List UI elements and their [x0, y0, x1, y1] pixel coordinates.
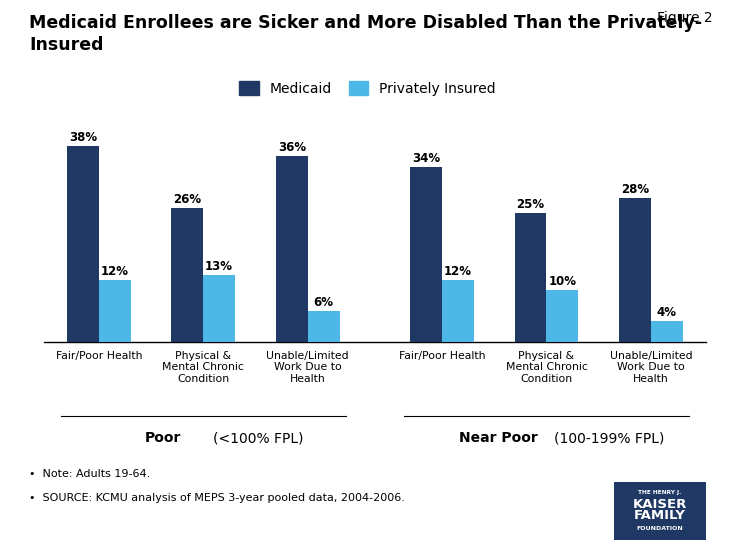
Text: KAISER: KAISER — [633, 498, 686, 511]
Text: 10%: 10% — [548, 275, 576, 288]
Text: Physical &
Mental Chronic
Condition: Physical & Mental Chronic Condition — [162, 351, 244, 384]
Text: Poor: Poor — [145, 431, 181, 445]
Text: THE HENRY J.: THE HENRY J. — [638, 490, 681, 495]
Text: Figure 2: Figure 2 — [657, 11, 713, 25]
Text: Unable/Limited
Work Due to
Health: Unable/Limited Work Due to Health — [609, 351, 692, 384]
Text: Fair/Poor Health: Fair/Poor Health — [56, 351, 142, 361]
Text: 28%: 28% — [621, 182, 649, 196]
Bar — [98, 280, 131, 342]
Text: FAMILY: FAMILY — [634, 509, 686, 522]
Text: Fair/Poor Health: Fair/Poor Health — [399, 351, 485, 361]
Text: (100-199% FPL): (100-199% FPL) — [553, 431, 664, 445]
Bar — [67, 146, 98, 342]
Bar — [204, 275, 235, 342]
Bar — [442, 280, 474, 342]
Text: Medicaid Enrollees are Sicker and More Disabled Than the Privately-: Medicaid Enrollees are Sicker and More D… — [29, 14, 703, 32]
Text: 25%: 25% — [517, 198, 545, 211]
Text: FOUNDATION: FOUNDATION — [637, 526, 683, 531]
Text: 12%: 12% — [444, 265, 472, 278]
Text: Unable/Limited
Work Due to
Health: Unable/Limited Work Due to Health — [266, 351, 349, 384]
Text: 6%: 6% — [314, 296, 334, 309]
Bar — [514, 213, 546, 342]
Text: 38%: 38% — [69, 131, 97, 144]
Text: 26%: 26% — [173, 193, 201, 206]
Bar — [276, 156, 308, 342]
Text: Physical &
Mental Chronic
Condition: Physical & Mental Chronic Condition — [506, 351, 587, 384]
Legend: Medicaid, Privately Insured: Medicaid, Privately Insured — [239, 82, 496, 96]
Text: Insured: Insured — [29, 36, 104, 54]
Bar — [171, 208, 204, 342]
Bar — [619, 198, 651, 342]
Bar — [651, 321, 683, 342]
Text: 4%: 4% — [657, 306, 677, 319]
Bar — [410, 167, 442, 342]
Text: 34%: 34% — [412, 152, 440, 165]
Text: 12%: 12% — [101, 265, 129, 278]
Text: 13%: 13% — [205, 260, 233, 273]
Text: •  Note: Adults 19-64.: • Note: Adults 19-64. — [29, 469, 151, 479]
Bar — [546, 290, 578, 342]
Text: •  SOURCE: KCMU analysis of MEPS 3-year pooled data, 2004-2006.: • SOURCE: KCMU analysis of MEPS 3-year p… — [29, 493, 405, 503]
Text: 36%: 36% — [278, 142, 306, 154]
Bar — [308, 311, 340, 342]
Text: (<100% FPL): (<100% FPL) — [213, 431, 304, 445]
Text: Near Poor: Near Poor — [459, 431, 538, 445]
